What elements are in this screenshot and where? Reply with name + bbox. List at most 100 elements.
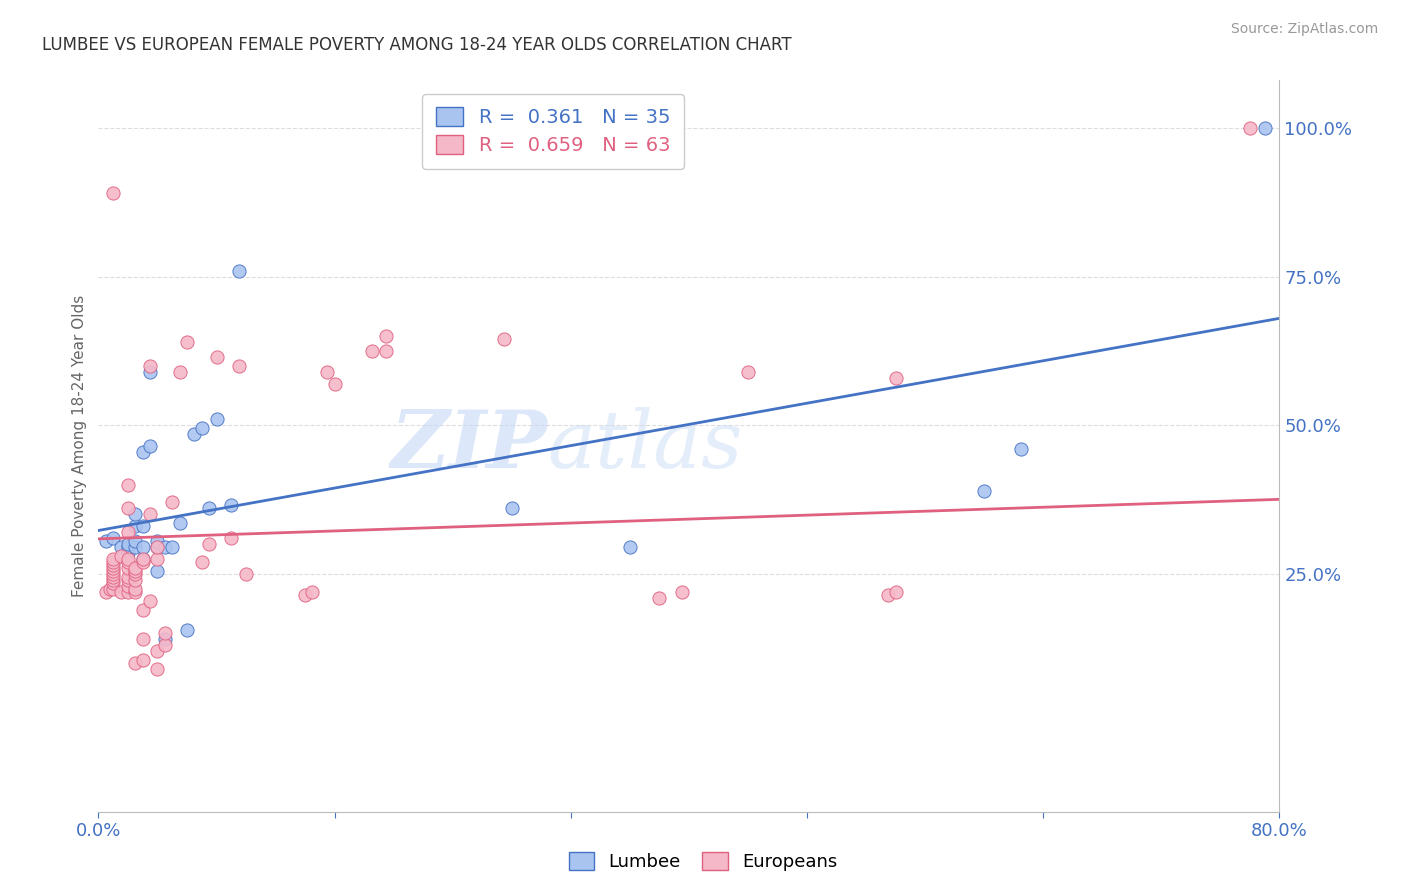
Point: [132, 540, 155, 554]
Point: [124, 566, 146, 581]
Point: [117, 546, 139, 560]
Point: [103, 575, 125, 590]
Point: [191, 421, 214, 435]
Point: [1010, 442, 1032, 456]
Point: [103, 531, 125, 545]
Point: [124, 564, 146, 578]
Point: [139, 359, 162, 373]
Point: [103, 186, 125, 201]
Point: [94, 534, 117, 549]
Legend: Lumbee, Europeans: Lumbee, Europeans: [561, 846, 845, 879]
Point: [205, 350, 228, 364]
Point: [235, 566, 257, 581]
Point: [146, 644, 169, 658]
Point: [103, 570, 125, 584]
Point: [228, 359, 250, 373]
Point: [103, 582, 125, 596]
Point: [132, 519, 155, 533]
Text: LUMBEE VS EUROPEAN FEMALE POVERTY AMONG 18-24 YEAR OLDS CORRELATION CHART: LUMBEE VS EUROPEAN FEMALE POVERTY AMONG …: [42, 36, 792, 54]
Point: [139, 439, 162, 453]
Point: [884, 584, 907, 599]
Y-axis label: Female Poverty Among 18-24 Year Olds: Female Poverty Among 18-24 Year Olds: [72, 295, 87, 597]
Point: [110, 549, 132, 563]
Point: [132, 632, 155, 647]
Point: [139, 365, 162, 379]
Point: [146, 564, 169, 578]
Point: [1254, 120, 1277, 135]
Point: [103, 573, 125, 587]
Point: [124, 508, 146, 522]
Point: [375, 343, 398, 358]
Point: [183, 427, 205, 442]
Point: [117, 525, 139, 540]
Point: [117, 555, 139, 569]
Point: [360, 343, 382, 358]
Point: [117, 570, 139, 584]
Point: [94, 584, 117, 599]
Point: [884, 370, 907, 384]
Point: [146, 662, 169, 676]
Point: [124, 584, 146, 599]
Point: [103, 552, 125, 566]
Point: [198, 501, 221, 516]
Point: [139, 593, 162, 607]
Point: [132, 552, 155, 566]
Point: [153, 632, 176, 647]
Point: [132, 653, 155, 667]
Point: [221, 531, 243, 545]
Point: [877, 588, 900, 602]
Point: [501, 501, 523, 516]
Point: [103, 564, 125, 578]
Point: [494, 332, 516, 346]
Point: [117, 552, 139, 566]
Point: [648, 591, 671, 605]
Point: [124, 561, 146, 575]
Point: [132, 602, 155, 616]
Point: [117, 579, 139, 593]
Point: [221, 499, 243, 513]
Point: [139, 508, 162, 522]
Point: [1402, 656, 1406, 670]
Point: [153, 626, 176, 640]
Point: [117, 540, 139, 554]
Point: [110, 584, 132, 599]
Point: [162, 540, 183, 554]
Point: [103, 566, 125, 581]
Point: [124, 656, 146, 670]
Point: [132, 552, 155, 566]
Text: atlas: atlas: [547, 408, 742, 484]
Point: [176, 624, 198, 638]
Point: [737, 365, 759, 379]
Point: [117, 584, 139, 599]
Point: [301, 584, 323, 599]
Point: [205, 412, 228, 426]
Point: [375, 329, 398, 343]
Point: [169, 365, 191, 379]
Point: [117, 477, 139, 491]
Point: [619, 540, 641, 554]
Point: [124, 582, 146, 596]
Point: [671, 584, 693, 599]
Point: [117, 573, 139, 587]
Point: [103, 558, 125, 572]
Point: [124, 519, 146, 533]
Point: [228, 263, 250, 277]
Point: [124, 540, 146, 554]
Point: [146, 540, 169, 554]
Point: [153, 540, 176, 554]
Point: [132, 445, 155, 459]
Point: [117, 501, 139, 516]
Point: [146, 552, 169, 566]
Legend: R =  0.361   N = 35, R =  0.659   N = 63: R = 0.361 N = 35, R = 0.659 N = 63: [422, 94, 683, 169]
Point: [294, 588, 316, 602]
Point: [162, 495, 183, 509]
Text: Source: ZipAtlas.com: Source: ZipAtlas.com: [1230, 22, 1378, 37]
Point: [1239, 120, 1261, 135]
Point: [153, 638, 176, 652]
Point: [124, 534, 146, 549]
Point: [146, 540, 169, 554]
Point: [117, 561, 139, 575]
Point: [191, 555, 214, 569]
Point: [110, 540, 132, 554]
Point: [103, 555, 125, 569]
